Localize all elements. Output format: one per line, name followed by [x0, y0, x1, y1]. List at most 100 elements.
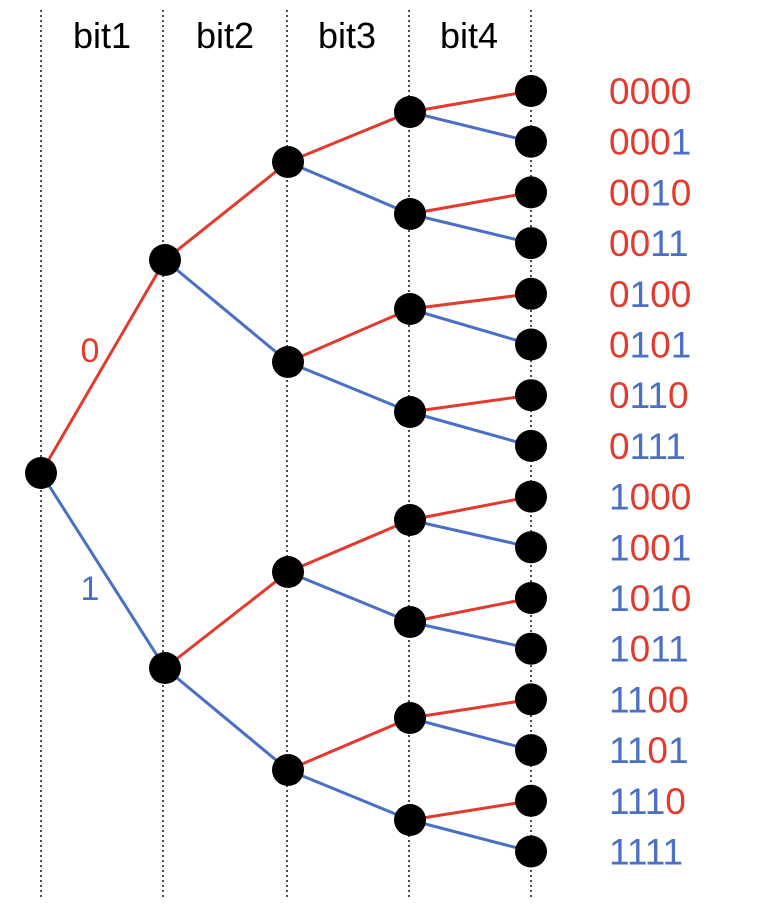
leaf-code-10-bit-2: 1 — [650, 578, 671, 619]
leaf-node-1 — [515, 125, 547, 158]
leaf-code-11-bit-2: 1 — [650, 629, 669, 670]
edge-one-l3-3 — [408, 410, 533, 448]
leaf-code-5: 0101 — [609, 325, 691, 366]
leaf-code-6-bit-0: 0 — [609, 375, 630, 416]
leaf-code-3-bit-3: 1 — [668, 223, 689, 264]
leaf-code-5-bit-3: 1 — [671, 325, 692, 366]
tree-node-l2-1 — [272, 346, 304, 378]
leaf-code-0-bit-0: 0 — [609, 71, 630, 112]
leaf-node-12 — [515, 683, 547, 716]
leaf-node-5 — [515, 328, 547, 361]
leaf-code-4-bit-2: 0 — [650, 274, 671, 315]
edge-zero-l2-2 — [286, 518, 412, 574]
leaf-code-15-bit-1: 1 — [627, 832, 646, 873]
tree-edges — [39, 89, 533, 853]
leaf-node-6 — [515, 379, 547, 412]
leaf-code-6-bit-1: 1 — [630, 375, 649, 416]
leaf-node-7 — [515, 429, 547, 462]
leaf-code-12-bit-1: 1 — [627, 679, 648, 720]
leaf-code-11-bit-3: 1 — [668, 629, 689, 670]
leaf-code-8-bit-1: 0 — [630, 477, 651, 518]
leaf-code-7: 0111 — [609, 426, 686, 467]
leaf-code-15-bit-0: 1 — [609, 832, 628, 873]
leaf-code-8: 1000 — [609, 477, 691, 518]
edge-one-l3-2 — [408, 307, 533, 346]
leaf-code-6: 0110 — [609, 375, 689, 416]
leaf-code-8-bit-3: 0 — [671, 477, 692, 518]
leaf-code-12-bit-3: 0 — [668, 679, 689, 720]
leaf-code-14: 1110 — [609, 781, 686, 822]
edge-one-l3-1 — [408, 212, 533, 245]
edge-one-l2-1 — [286, 360, 412, 414]
edge-zero-l3-2 — [408, 292, 533, 311]
leaf-code-5-bit-2: 0 — [650, 325, 671, 366]
edge-label-one: 1 — [81, 570, 100, 608]
edge-one-l1-0 — [163, 258, 290, 364]
leaf-code-11-bit-1: 0 — [630, 629, 651, 670]
leaf-code-7-bit-1: 1 — [630, 426, 649, 467]
leaf-code-9-bit-0: 1 — [609, 527, 630, 568]
edge-zero-l2-0 — [286, 110, 412, 164]
column-label-bit2: bit2 — [196, 15, 254, 56]
edge-one-l3-0 — [408, 110, 533, 144]
edge-zero-l3-4 — [408, 495, 533, 522]
leaf-code-13-bit-3: 1 — [668, 730, 689, 771]
leaf-code-0: 0000 — [609, 71, 691, 112]
leaf-code-9: 1001 — [609, 527, 691, 568]
leaf-codes: 0000000100100011010001010110011110001001… — [609, 71, 691, 873]
leaf-code-5-bit-0: 0 — [609, 325, 630, 366]
leaf-code-14-bit-0: 1 — [609, 781, 628, 822]
leaf-code-10: 1010 — [609, 578, 691, 619]
leaf-code-13-bit-1: 1 — [627, 730, 648, 771]
leaf-code-11: 1011 — [609, 629, 689, 670]
leaf-code-4-bit-3: 0 — [671, 274, 692, 315]
tree-node-l3-6 — [394, 702, 426, 734]
leaf-code-13: 1101 — [609, 730, 689, 771]
tree-node-l0-0 — [25, 457, 57, 489]
leaf-node-13 — [515, 734, 547, 767]
edge-one-l3-4 — [408, 518, 533, 549]
edge-zero-l1-1 — [163, 570, 290, 670]
leaf-code-1-bit-3: 1 — [671, 122, 692, 163]
leaf-code-14-bit-3: 0 — [665, 781, 686, 822]
edge-zero-l3-3 — [408, 393, 533, 414]
edge-label-zero: 0 — [81, 332, 100, 370]
leaf-code-9-bit-2: 0 — [650, 527, 671, 568]
leaf-node-8 — [515, 480, 547, 513]
leaf-code-8-bit-0: 1 — [609, 477, 630, 518]
leaf-code-2-bit-2: 1 — [650, 172, 671, 213]
edge-one-l3-7 — [408, 818, 533, 853]
leaf-code-4-bit-0: 0 — [609, 274, 630, 315]
edge-one-l2-3 — [286, 768, 412, 822]
leaf-code-12: 1100 — [609, 679, 689, 720]
leaf-code-1: 0001 — [609, 122, 691, 163]
edge-one-l2-0 — [286, 160, 412, 216]
leaf-code-8-bit-2: 0 — [650, 477, 671, 518]
column-label-bit4: bit4 — [440, 15, 498, 56]
leaf-code-7-bit-2: 1 — [647, 426, 666, 467]
leaf-code-15-bit-2: 1 — [645, 832, 664, 873]
edge-one-l3-6 — [408, 716, 533, 752]
leaf-code-15-bit-3: 1 — [663, 832, 684, 873]
tree-node-l2-2 — [272, 556, 304, 588]
edge-zero-l3-5 — [408, 596, 533, 624]
leaf-code-11-bit-0: 1 — [609, 629, 630, 670]
column-label-bit3: bit3 — [318, 15, 376, 56]
edge-one-l1-1 — [163, 666, 290, 772]
leaf-code-14-bit-2: 1 — [645, 781, 666, 822]
edge-zero-l3-7 — [408, 799, 533, 822]
leaf-code-12-bit-2: 0 — [647, 679, 668, 720]
leaf-code-6-bit-3: 0 — [668, 375, 689, 416]
leaf-code-9-bit-3: 1 — [671, 527, 692, 568]
edge-zero-l0-0 — [39, 258, 167, 475]
tree-node-l3-3 — [394, 396, 426, 428]
leaf-node-2 — [515, 176, 547, 209]
column-label-bit1: bit1 — [73, 15, 131, 56]
leaf-code-13-bit-0: 1 — [609, 730, 628, 771]
leaf-node-15 — [515, 835, 547, 868]
edge-one-l2-2 — [286, 570, 412, 624]
tree-node-l3-7 — [394, 804, 426, 836]
leaf-code-7-bit-0: 0 — [609, 426, 630, 467]
edge-zero-l1-0 — [163, 160, 290, 262]
